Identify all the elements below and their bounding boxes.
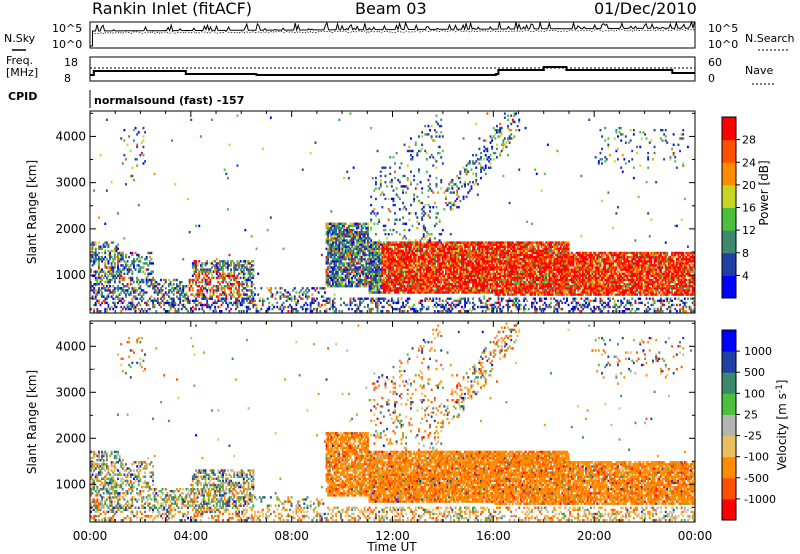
noise-traces <box>90 20 695 47</box>
beam-label: Beam 03 <box>355 0 427 18</box>
nave-tick-top: 60 <box>708 56 722 69</box>
nave-tick-bottom: 0 <box>708 72 715 85</box>
noise-right-tick-bottom: 10^0 <box>708 38 738 51</box>
y-tick-label: 2000 <box>55 431 86 445</box>
y-tick-label: 3000 <box>55 176 86 190</box>
power-axes: 1000 2000 3000 4000 <box>55 111 696 313</box>
y-tick-label: 2000 <box>55 222 86 236</box>
colorbar-tick-label: -25 <box>744 430 762 443</box>
x-axis-label: Time UT <box>366 540 417 554</box>
x-tick-label: 08:00 <box>274 529 309 543</box>
noise-right-tick-top: 10^5 <box>708 22 738 35</box>
x-tick-label: 00:00 <box>678 529 713 543</box>
colorbar-tick-label: 25 <box>744 408 758 421</box>
colorbar-tick-label: 4 <box>742 269 749 282</box>
cpid-program: normalsound (fast) -157 <box>94 94 244 107</box>
noise-left-tick-bottom: 10^0 <box>52 38 82 51</box>
date-label: 01/Dec/2010 <box>594 0 697 18</box>
x-tick-label: 04:00 <box>174 529 209 543</box>
colorbar-swatch <box>722 139 736 163</box>
x-tick-label: 12:00 <box>375 529 410 543</box>
colorbar-swatch <box>722 230 736 254</box>
x-tick-label: 16:00 <box>476 529 511 543</box>
colorbar-swatch <box>722 477 736 500</box>
colorbar-tick-label: 24 <box>742 156 756 169</box>
noise-panel-frame <box>89 21 696 49</box>
colorbar-swatch <box>722 207 736 231</box>
freq-traces <box>90 66 695 76</box>
power-colorbar: 4 8 12 16 20 24 28 <box>721 116 756 299</box>
colorbar-swatch <box>722 372 736 394</box>
colorbar-tick-label: 500 <box>744 366 765 379</box>
freq-tick-bottom: 8 <box>64 72 71 85</box>
colorbar-swatch <box>722 252 736 276</box>
colorbar-tick-label: 12 <box>742 224 756 237</box>
colorbar-swatch <box>722 393 736 415</box>
colorbar-tick-label: -1000 <box>744 493 776 506</box>
colorbar-tick-label: 8 <box>742 247 749 260</box>
colorbar-tick-label: 1000 <box>744 345 772 358</box>
y-tick-label: 1000 <box>55 477 86 491</box>
velocity-colorbar: -1000 -500 -100 -25 25 100 500 1000 <box>721 329 776 521</box>
colorbar-tick-label: 100 <box>744 387 765 400</box>
colorbar-tick-label: 16 <box>742 202 756 215</box>
y-tick-label: 1000 <box>55 268 86 282</box>
colorbar-swatch <box>722 162 736 186</box>
colorbar-swatch <box>722 117 736 141</box>
velocity-ylabel: Slant Range [km] <box>25 370 39 474</box>
colorbar-tick-label: -100 <box>744 451 769 464</box>
velocity-scatter <box>90 322 696 522</box>
colorbar-tick-label: 20 <box>742 179 756 192</box>
colorbar-tick-label: 28 <box>742 134 756 147</box>
y-tick-label: 3000 <box>55 385 86 399</box>
colorbar-swatch <box>722 414 736 437</box>
y-tick-label: 4000 <box>55 339 86 353</box>
noise-left-label: N.Sky <box>4 32 36 45</box>
freq-trace <box>90 66 695 76</box>
freq-panel-frame <box>89 56 696 82</box>
station-title: Rankin Inlet (fitACF) <box>92 0 252 18</box>
y-tick-label: 4000 <box>55 129 86 143</box>
power-ylabel: Slant Range [km] <box>25 160 39 264</box>
colorbar-tick-label: -500 <box>744 472 769 485</box>
colorbar-swatch <box>722 275 736 299</box>
colorbar-swatch <box>722 456 736 479</box>
velocity-axes: 1000 2000 3000 4000 00:00 04:00 08:00 12:00 16:0… <box>55 321 712 543</box>
noise-left-tick-top: 10^5 <box>52 22 82 35</box>
colorbar-swatch <box>722 330 736 352</box>
velocity-colorbar-label: Velocity [m s-1] <box>775 380 789 471</box>
noise-right-label: N.Search <box>745 32 795 45</box>
search-noise-trace <box>92 28 695 35</box>
freq-label-1: Freq. <box>6 54 33 67</box>
x-tick-label: 20:00 <box>577 529 612 543</box>
colorbar-swatch <box>722 351 736 373</box>
freq-label-2: [MHz] <box>6 66 38 79</box>
nave-label: Nave <box>745 64 773 77</box>
colorbar-swatch <box>722 435 736 458</box>
colorbar-swatch <box>722 184 736 208</box>
freq-tick-top: 18 <box>64 56 78 69</box>
power-scatter <box>90 112 696 313</box>
cpid-label: CPID <box>8 90 37 103</box>
power-colorbar-label: Power [dB] <box>757 160 771 225</box>
colorbar-swatch <box>722 498 736 521</box>
x-tick-label: 00:00 <box>73 529 108 543</box>
sky-noise-trace <box>90 20 695 47</box>
